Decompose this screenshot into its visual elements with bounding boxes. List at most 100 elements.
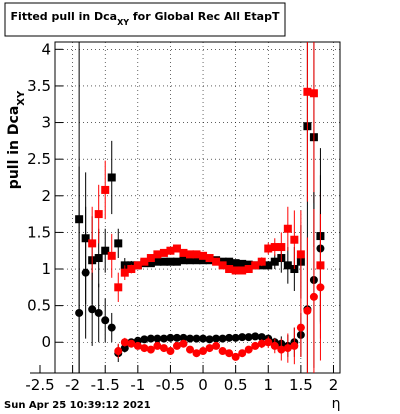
point bbox=[88, 239, 97, 248]
point bbox=[199, 334, 208, 343]
point bbox=[296, 250, 305, 259]
point bbox=[218, 334, 227, 343]
y-tick-label: 4 bbox=[41, 40, 51, 58]
point bbox=[140, 257, 149, 266]
point bbox=[133, 341, 142, 350]
x-tick-label: 1.5 bbox=[289, 376, 313, 394]
title-sub: XY bbox=[117, 18, 129, 27]
point bbox=[101, 185, 110, 194]
y-tick-label: 2.5 bbox=[27, 150, 51, 168]
point bbox=[205, 254, 214, 263]
point bbox=[146, 334, 155, 343]
point bbox=[172, 244, 181, 253]
point bbox=[218, 261, 227, 270]
x-tick-label: 0 bbox=[198, 376, 208, 394]
point bbox=[238, 349, 247, 358]
point bbox=[166, 333, 175, 342]
point bbox=[127, 339, 136, 348]
chart-title: Fitted pull in DcaXY for Global Rec All … bbox=[11, 10, 280, 27]
x-tick-label: 2 bbox=[329, 376, 339, 394]
y-label-sub: XY bbox=[16, 90, 27, 106]
point bbox=[205, 335, 214, 344]
point bbox=[238, 333, 247, 342]
title-text: Fitted pull in Dca bbox=[11, 10, 118, 23]
point bbox=[107, 323, 116, 332]
point bbox=[172, 341, 181, 350]
point bbox=[179, 248, 188, 257]
point bbox=[159, 257, 168, 266]
point bbox=[186, 345, 194, 354]
x-tick-label: -2 bbox=[65, 376, 80, 394]
point bbox=[75, 308, 84, 317]
point bbox=[172, 333, 181, 342]
point bbox=[296, 323, 305, 332]
point bbox=[270, 243, 279, 252]
x-tick-label: 1 bbox=[263, 376, 273, 394]
point bbox=[146, 259, 155, 268]
point bbox=[303, 87, 312, 96]
point bbox=[218, 347, 227, 356]
point bbox=[199, 251, 208, 260]
point bbox=[257, 333, 266, 342]
point bbox=[192, 256, 201, 265]
point bbox=[225, 257, 234, 266]
point bbox=[231, 266, 240, 275]
point bbox=[277, 243, 286, 252]
point bbox=[166, 347, 175, 356]
point bbox=[186, 334, 194, 343]
point bbox=[101, 246, 110, 255]
point bbox=[179, 333, 188, 342]
point bbox=[277, 345, 286, 354]
point bbox=[166, 246, 175, 255]
point bbox=[127, 265, 136, 274]
y-tick-label: 3.5 bbox=[27, 77, 51, 95]
y-tick-label: 2 bbox=[41, 187, 51, 205]
point bbox=[153, 257, 162, 266]
point bbox=[166, 257, 175, 266]
point bbox=[179, 256, 188, 265]
x-tick-label: -1 bbox=[130, 376, 145, 394]
title-rest: for Global Rec All EtapT bbox=[129, 10, 280, 23]
point bbox=[159, 334, 168, 343]
point bbox=[225, 265, 234, 274]
point bbox=[107, 173, 116, 182]
point bbox=[107, 251, 116, 260]
x-tick-label: -1.5 bbox=[91, 376, 120, 394]
point bbox=[244, 345, 253, 354]
point bbox=[120, 344, 129, 353]
point bbox=[251, 332, 260, 341]
point bbox=[192, 250, 201, 259]
point bbox=[114, 347, 123, 356]
point bbox=[244, 333, 253, 342]
point bbox=[205, 344, 214, 353]
point bbox=[212, 257, 221, 266]
point bbox=[212, 334, 221, 343]
point bbox=[153, 250, 162, 259]
y-tick-label: 1.5 bbox=[27, 223, 51, 241]
point bbox=[192, 349, 201, 358]
x-axis-label: η bbox=[332, 396, 341, 412]
x-tick-label: -0.5 bbox=[156, 376, 185, 394]
point bbox=[153, 341, 162, 350]
point bbox=[192, 334, 201, 343]
point bbox=[114, 239, 123, 248]
point bbox=[244, 265, 253, 274]
x-tick-label: -2.5 bbox=[25, 376, 54, 394]
y-tick-label: 1 bbox=[41, 260, 51, 278]
point bbox=[159, 344, 168, 353]
footer: Sun Apr 25 10:39:12 2021 bbox=[4, 400, 151, 411]
point bbox=[94, 210, 103, 219]
y-label-text: pull in Dca bbox=[6, 106, 22, 189]
point bbox=[172, 257, 181, 266]
point bbox=[88, 305, 97, 314]
point bbox=[133, 261, 142, 270]
point bbox=[303, 306, 312, 315]
point bbox=[101, 316, 110, 325]
point bbox=[140, 335, 149, 344]
point bbox=[212, 341, 221, 350]
point bbox=[257, 339, 266, 348]
point bbox=[251, 341, 260, 350]
point bbox=[186, 250, 194, 259]
point bbox=[309, 292, 318, 301]
